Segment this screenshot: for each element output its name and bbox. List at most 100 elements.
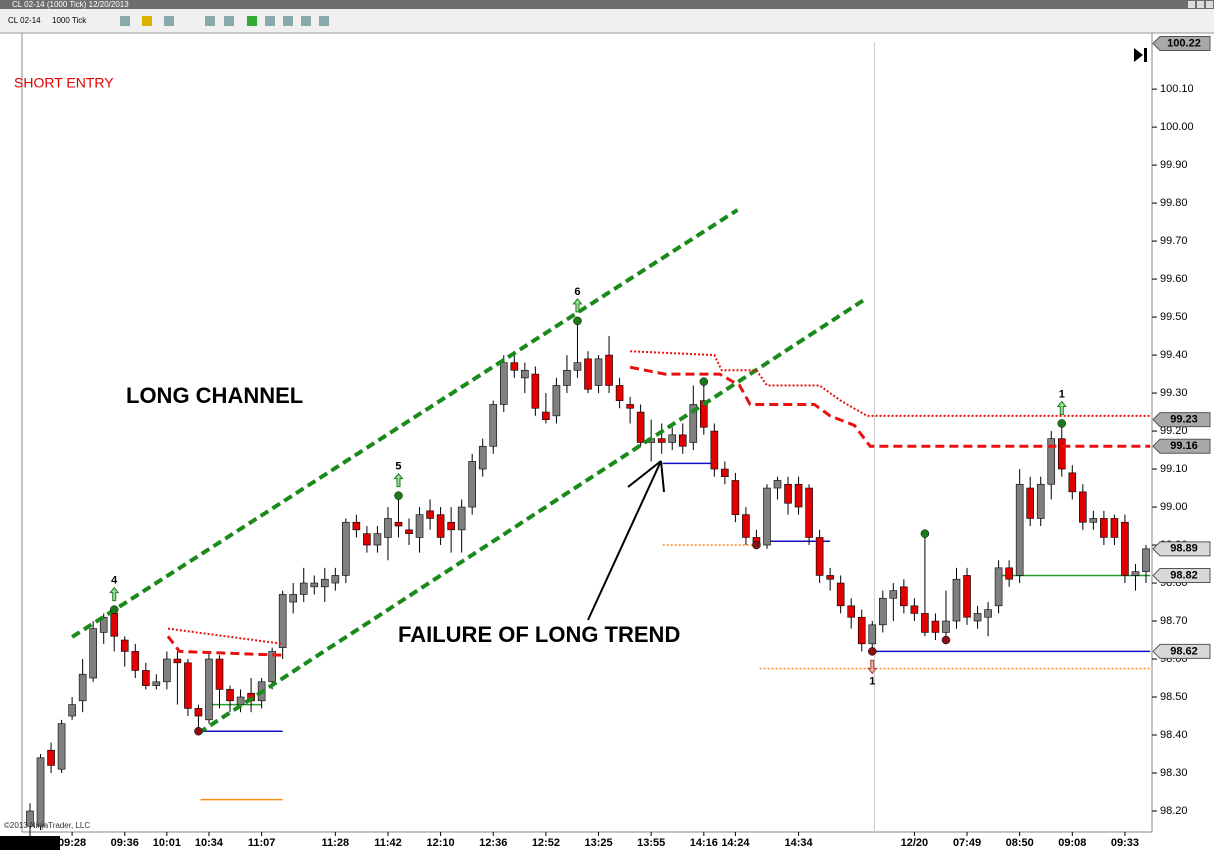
signal-arrow [109, 586, 120, 602]
signal-dot [1057, 419, 1067, 428]
price-tag-label: 99.23 [1170, 414, 1198, 426]
signal-arrow [867, 659, 878, 675]
x-tick-label: 12:10 [427, 837, 455, 849]
candle-body [994, 567, 1003, 607]
candle-body [78, 673, 87, 702]
candle-body [447, 521, 455, 531]
y-tick-label: 98.70 [1160, 615, 1188, 627]
bar-type-icon[interactable] [120, 16, 130, 26]
long-channel-label: LONG CHANNEL [126, 383, 303, 408]
trend-line [71, 208, 739, 639]
signal-dot [699, 377, 709, 386]
price-tag [1152, 36, 1211, 52]
candle-body [120, 639, 129, 652]
y-tick-label: 98.20 [1160, 805, 1188, 817]
y-tick-label: 98.40 [1160, 729, 1188, 741]
price-tag-label: 98.62 [1170, 645, 1198, 657]
candle-body [184, 662, 192, 709]
x-tick-label: 12:36 [479, 837, 507, 849]
signal-dot [109, 605, 119, 614]
strategy-icon[interactable] [265, 16, 275, 26]
candle-body [384, 518, 392, 538]
plot: 4 5 6 1 1 [26, 42, 1151, 834]
candle-body [773, 480, 782, 489]
window-title: CL 02-14 (1000 Tick) 12/20/2013 [12, 0, 129, 9]
x-tick-label: 11:28 [322, 837, 350, 849]
minimize-button[interactable] [1188, 1, 1195, 8]
candle-body [510, 362, 519, 371]
y-tick-label: 99.80 [1160, 197, 1188, 209]
candle-body [289, 594, 298, 603]
toolbar [0, 9, 1214, 33]
candle-body [826, 575, 834, 580]
candle-body [794, 483, 803, 508]
candle-body [415, 514, 424, 538]
candle-body [1047, 438, 1056, 485]
instrument-selector[interactable]: CL 02-14 [8, 16, 41, 25]
scroll-bar[interactable] [1144, 48, 1147, 62]
candle-body [1079, 491, 1087, 523]
data-box-icon[interactable] [319, 16, 329, 26]
candle-body [426, 510, 434, 519]
price-tag [1152, 643, 1211, 659]
price-tag [1152, 438, 1211, 454]
candle-body [1121, 521, 1129, 576]
candle-body [721, 468, 729, 477]
candle-body [668, 434, 677, 443]
stop-line [166, 635, 283, 657]
candle-body [1100, 518, 1108, 538]
candle-body [468, 461, 476, 508]
candle-body [1142, 548, 1150, 572]
signal-count: 5 [395, 461, 401, 473]
candle-body [457, 506, 466, 531]
signal-count: 1 [1059, 388, 1065, 400]
y-tick-label: 99.00 [1160, 501, 1188, 513]
candle-body [320, 578, 329, 588]
signal-arrow [393, 472, 404, 488]
interval-selector[interactable]: 1000 Tick [52, 16, 87, 25]
scroll-arrow[interactable] [1134, 48, 1143, 62]
crosshair-icon[interactable] [205, 16, 215, 26]
candle-body [152, 681, 161, 686]
tool-icon[interactable] [164, 16, 174, 26]
y-tick-label: 99.90 [1160, 159, 1188, 171]
candle-body [99, 616, 108, 633]
candle-body [689, 404, 698, 443]
scroll-end-button[interactable] [1134, 48, 1147, 62]
x-tick-label: 08:50 [1006, 837, 1034, 849]
candle-body [352, 521, 361, 531]
candle-body [1015, 483, 1024, 576]
candle-body [278, 594, 287, 648]
indicator-icon[interactable] [247, 16, 257, 26]
arrow-head [660, 460, 665, 493]
candle-body [552, 385, 561, 417]
zoom-icon[interactable] [224, 16, 234, 26]
price-tag [1152, 412, 1211, 428]
candle-body [847, 605, 856, 618]
properties-icon[interactable] [301, 16, 311, 26]
x-tick-label: 10:34 [195, 837, 224, 849]
candle-body [921, 613, 929, 633]
x-tick-label: 14:16 [690, 837, 718, 849]
candle-body [584, 358, 592, 390]
signal-dot [194, 726, 203, 736]
candle-body [89, 628, 97, 679]
candle-body [626, 404, 634, 409]
candle-body [1110, 518, 1119, 538]
candle-body [478, 445, 487, 470]
candle-body [942, 620, 950, 633]
draw-icon[interactable] [142, 16, 152, 26]
maximize-button[interactable] [1197, 1, 1204, 8]
candle-body [784, 483, 792, 504]
candle-body [605, 354, 613, 386]
close-button[interactable] [1206, 1, 1213, 8]
candle-body [1057, 438, 1066, 470]
x-tick-label: 10:01 [153, 837, 181, 849]
candle-body [373, 533, 382, 546]
y-tick-label: 100.00 [1160, 121, 1194, 133]
failure-label: FAILURE OF LONG TREND [398, 622, 680, 647]
x-tick-label: 07:49 [953, 837, 981, 849]
template-icon[interactable] [283, 16, 293, 26]
candle-body [563, 369, 571, 386]
